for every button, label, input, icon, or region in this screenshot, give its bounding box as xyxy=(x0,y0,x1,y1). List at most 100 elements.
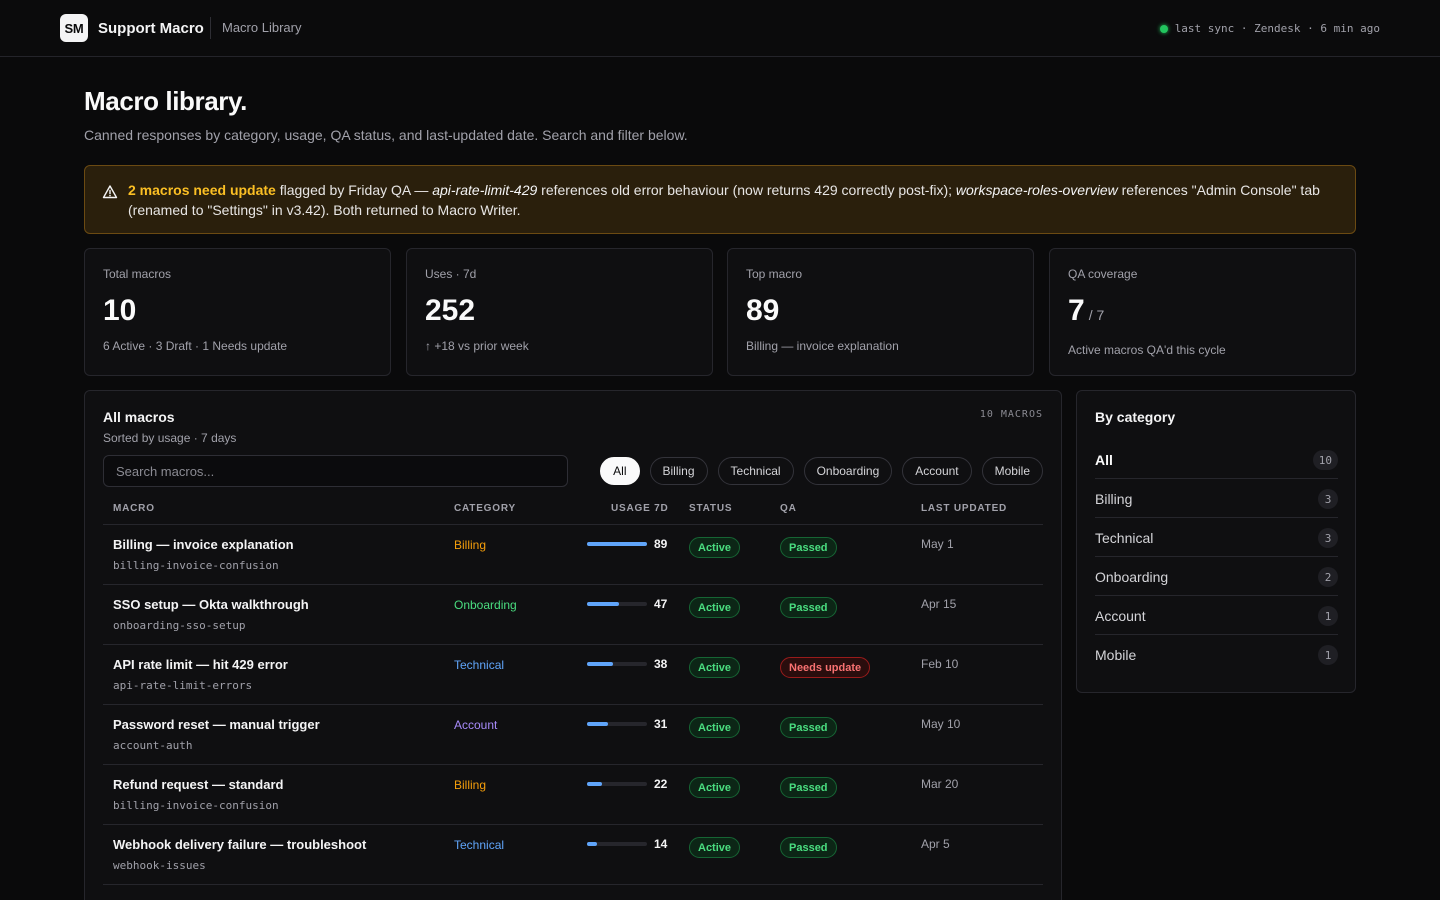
macro-name[interactable]: API rate limit — hit 429 error xyxy=(113,657,288,672)
category-item-mobile[interactable]: Mobile 1 xyxy=(1095,635,1338,674)
category-count: 2 xyxy=(1318,567,1338,587)
table-row[interactable]: Webhook delivery failure — troubleshoot w… xyxy=(103,825,1043,885)
app-name[interactable]: Support Macro xyxy=(98,20,204,37)
breadcrumb-divider xyxy=(210,17,211,39)
column-header-usage[interactable]: USAGE 7D xyxy=(611,503,669,514)
usage-bar-fill xyxy=(587,662,613,666)
stat-subtext: Billing — invoice explanation xyxy=(746,339,899,353)
category-item-all[interactable]: All 10 xyxy=(1095,440,1338,479)
warning-icon xyxy=(102,185,118,199)
category-count: 1 xyxy=(1318,645,1338,665)
macro-slug: account-auth xyxy=(113,739,193,752)
filter-chip-account[interactable]: Account xyxy=(902,457,972,485)
macro-category: Account xyxy=(454,718,498,732)
table-row[interactable]: Billing — invoice explanation billing-inv… xyxy=(103,525,1043,585)
usage-bar-fill xyxy=(587,842,597,846)
category-label: Onboarding xyxy=(1095,569,1169,585)
stat-card-uses-7d: Uses · 7d 252 ↑ +18 vs prior week xyxy=(406,248,713,376)
stat-subtext: 6 Active · 3 Draft · 1 Needs update xyxy=(103,339,288,353)
column-header-last-updated[interactable]: LAST UPDATED xyxy=(921,503,1008,514)
macro-category: Billing xyxy=(454,778,487,792)
stat-value-suffix: / 7 xyxy=(1088,307,1105,323)
alert-text: references old error behaviour (now retu… xyxy=(537,182,956,198)
table-row[interactable]: SSO setup — Okta walkthrough onboarding-s… xyxy=(103,585,1043,645)
sync-status-text: last sync · Zendesk · 6 min ago xyxy=(1174,22,1380,35)
stat-value: 89 xyxy=(746,294,780,327)
macro-slug: webhook-issues xyxy=(113,859,206,872)
macro-name[interactable]: SSO setup — Okta walkthrough xyxy=(113,597,309,612)
status-badge: Active xyxy=(689,597,741,618)
panel-title: All macros xyxy=(103,409,175,425)
last-updated: Apr 15 xyxy=(921,597,957,611)
status-badge: Active xyxy=(689,537,741,558)
alert-macro-slug[interactable]: api-rate-limit-429 xyxy=(432,182,538,198)
qa-badge: Needs update xyxy=(780,657,871,678)
macro-category: Onboarding xyxy=(454,598,517,612)
macro-name[interactable]: Webhook delivery failure — troubleshoot xyxy=(113,837,367,852)
category-label: Billing xyxy=(1095,491,1133,507)
stat-label: QA coverage xyxy=(1068,267,1138,281)
table-row[interactable]: Refund request — standard billing-invoice… xyxy=(103,765,1043,825)
qa-badge: Passed xyxy=(780,537,837,558)
category-item-account[interactable]: Account 1 xyxy=(1095,596,1338,635)
macro-count: 10 MACROS xyxy=(979,409,1043,420)
usage-count: 38 xyxy=(654,657,668,671)
stat-card-qa-coverage: QA coverage 7/ 7 Active macros QA'd this… xyxy=(1049,248,1356,376)
status-badge: Active xyxy=(689,657,741,678)
macro-slug: onboarding-sso-setup xyxy=(113,619,246,632)
usage-bar xyxy=(587,782,647,786)
stat-card-total-macros: Total macros 10 6 Active · 3 Draft · 1 N… xyxy=(84,248,391,376)
filter-chip-onboarding[interactable]: Onboarding xyxy=(803,457,893,485)
table-row[interactable]: Password reset — manual trigger account-a… xyxy=(103,705,1043,765)
category-count: 10 xyxy=(1312,450,1338,470)
usage-bar xyxy=(587,722,647,726)
panel-title: By category xyxy=(1095,409,1176,425)
search-input[interactable] xyxy=(103,455,568,487)
column-header-macro[interactable]: MACRO xyxy=(113,503,155,514)
app-logo[interactable]: SM xyxy=(60,14,88,42)
macro-name[interactable]: Refund request — standard xyxy=(113,777,284,792)
page-subtitle: Canned responses by category, usage, QA … xyxy=(84,127,688,143)
alert-highlight: 2 macros need update xyxy=(128,182,276,198)
category-item-billing[interactable]: Billing 3 xyxy=(1095,479,1338,518)
alert-macro-slug[interactable]: workspace-roles-overview xyxy=(955,182,1118,198)
category-label: Account xyxy=(1095,608,1146,624)
macro-slug: billing-invoice-confusion xyxy=(113,559,279,572)
last-updated: Mar 20 xyxy=(921,777,959,791)
macro-slug: billing-invoice-confusion xyxy=(113,799,279,812)
category-label: All xyxy=(1095,452,1113,468)
qa-badge: Passed xyxy=(780,777,837,798)
category-list: All 10 Billing 3 Technical 3 Onboarding 2 Accoun… xyxy=(1095,440,1338,674)
filter-chip-billing[interactable]: Billing xyxy=(649,457,708,485)
qa-badge: Passed xyxy=(780,717,837,738)
stat-subtext: ↑ +18 vs prior week xyxy=(425,339,529,353)
table-row[interactable]: API rate limit — hit 429 error api-rate-l… xyxy=(103,645,1043,705)
breadcrumb[interactable]: Macro Library xyxy=(222,20,302,35)
panel-subtitle: Sorted by usage · 7 days xyxy=(103,431,237,445)
filter-chip-all[interactable]: All xyxy=(600,457,640,485)
macro-table-body: Billing — invoice explanation billing-inv… xyxy=(103,525,1043,885)
column-header-status[interactable]: STATUS xyxy=(689,503,733,514)
stat-label: Uses · 7d xyxy=(425,267,477,281)
usage-count: 31 xyxy=(654,717,668,731)
filter-chip-technical[interactable]: Technical xyxy=(717,457,794,485)
macro-name[interactable]: Password reset — manual trigger xyxy=(113,717,320,732)
stat-label: Total macros xyxy=(103,267,172,281)
category-item-technical[interactable]: Technical 3 xyxy=(1095,518,1338,557)
alert-text: flagged by Friday QA — xyxy=(275,182,433,198)
stat-value: 7/ 7 xyxy=(1068,294,1105,327)
last-updated: Feb 10 xyxy=(921,657,959,671)
filter-chip-mobile[interactable]: Mobile xyxy=(981,457,1043,485)
sync-status-dot-icon xyxy=(1159,24,1168,33)
category-filter-chips: All Billing Technical Onboarding Account… xyxy=(600,457,1043,485)
qa-badge: Passed xyxy=(780,597,837,618)
category-item-onboarding[interactable]: Onboarding 2 xyxy=(1095,557,1338,596)
usage-count: 22 xyxy=(654,777,668,791)
column-header-category[interactable]: CATEGORY xyxy=(454,503,516,514)
macro-name[interactable]: Billing — invoice explanation xyxy=(113,537,294,552)
top-bar: SM Support Macro Macro Library last sync… xyxy=(0,0,1440,57)
usage-bar-fill xyxy=(587,542,647,546)
usage-bar-fill xyxy=(587,722,608,726)
usage-bar-fill xyxy=(587,602,619,606)
column-header-qa[interactable]: QA xyxy=(780,503,797,514)
